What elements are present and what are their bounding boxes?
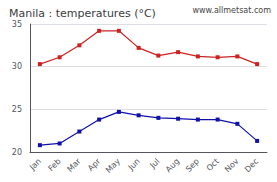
- svg-text:Dec: Dec: [243, 157, 260, 174]
- svg-text:Mar: Mar: [66, 156, 84, 174]
- svg-text:www.allmetsat.com: www.allmetsat.com: [193, 6, 272, 15]
- svg-text:30: 30: [12, 62, 22, 71]
- svg-text:Apr: Apr: [86, 156, 103, 173]
- svg-text:Manila : temperatures (°C): Manila : temperatures (°C): [9, 7, 156, 20]
- svg-text:Nov: Nov: [223, 157, 241, 175]
- svg-text:Aug: Aug: [164, 157, 181, 174]
- svg-text:Oct: Oct: [205, 157, 221, 173]
- svg-text:Jun: Jun: [126, 157, 142, 173]
- svg-text:20: 20: [12, 148, 22, 157]
- svg-text:May: May: [104, 157, 122, 175]
- svg-text:Jan: Jan: [27, 157, 43, 173]
- svg-text:25: 25: [12, 105, 22, 114]
- svg-text:Sep: Sep: [184, 157, 201, 174]
- svg-text:35: 35: [12, 20, 22, 29]
- svg-text:Jul: Jul: [148, 157, 162, 171]
- svg-text:Feb: Feb: [46, 157, 62, 173]
